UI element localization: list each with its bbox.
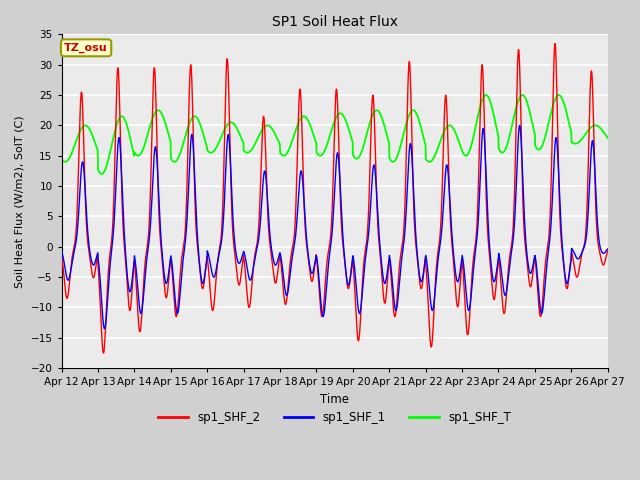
- sp1_SHF_1: [572, 252, 579, 258]
- sp1_SHF_1: [211, 274, 218, 280]
- Legend: sp1_SHF_2, sp1_SHF_1, sp1_SHF_T: sp1_SHF_2, sp1_SHF_1, sp1_SHF_T: [154, 407, 516, 429]
- Text: TZ_osu: TZ_osu: [64, 43, 108, 53]
- sp1_SHF_2: [362, 240, 370, 246]
- sp1_SHF_2: [551, 41, 559, 47]
- sp1_SHF_2: [99, 350, 107, 356]
- sp1_SHF_T: [493, 129, 501, 135]
- Y-axis label: Soil Heat Flux (W/m2), SolT (C): Soil Heat Flux (W/m2), SolT (C): [15, 115, 25, 288]
- Line: sp1_SHF_1: sp1_SHF_1: [61, 125, 608, 329]
- X-axis label: Time: Time: [320, 393, 349, 406]
- Title: SP1 Soil Heat Flux: SP1 Soil Heat Flux: [271, 15, 397, 29]
- sp1_SHF_1: [100, 326, 108, 332]
- sp1_SHF_2: [493, 266, 501, 272]
- sp1_SHF_1: [493, 262, 501, 268]
- sp1_SHF_2: [572, 268, 579, 274]
- Line: sp1_SHF_2: sp1_SHF_2: [61, 44, 608, 353]
- sp1_SHF_2: [556, 214, 564, 219]
- sp1_SHF_T: [556, 93, 564, 98]
- sp1_SHF_T: [211, 148, 218, 154]
- sp1_SHF_2: [58, 253, 65, 259]
- sp1_SHF_2: [604, 248, 612, 254]
- sp1_SHF_T: [58, 156, 65, 162]
- sp1_SHF_T: [98, 171, 106, 177]
- sp1_SHF_2: [211, 300, 218, 306]
- sp1_SHF_1: [556, 200, 564, 205]
- sp1_SHF_1: [516, 122, 524, 128]
- sp1_SHF_T: [572, 141, 579, 146]
- sp1_SHF_1: [351, 264, 358, 270]
- sp1_SHF_1: [604, 246, 612, 252]
- Line: sp1_SHF_T: sp1_SHF_T: [61, 95, 608, 174]
- sp1_SHF_T: [362, 132, 370, 138]
- sp1_SHF_1: [362, 248, 370, 254]
- sp1_SHF_T: [555, 92, 563, 98]
- sp1_SHF_1: [58, 249, 65, 254]
- sp1_SHF_T: [604, 135, 612, 141]
- sp1_SHF_T: [351, 155, 358, 160]
- sp1_SHF_2: [351, 282, 358, 288]
